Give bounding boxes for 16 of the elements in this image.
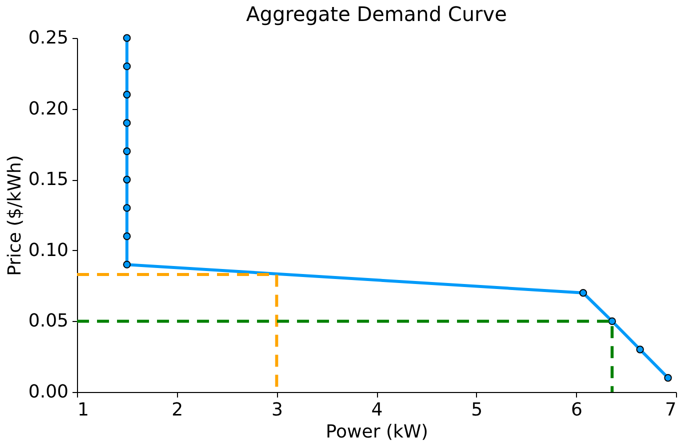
y-axis-title: Price ($/kWh) xyxy=(4,155,26,276)
y-tick-label: 0.25 xyxy=(28,28,68,48)
x-axis-title: Power (kW) xyxy=(326,422,428,442)
x-tick-label: 4 xyxy=(371,400,383,420)
x-tick-label: 6 xyxy=(570,400,582,420)
y-tick-label: 0.10 xyxy=(28,240,68,261)
x-tick-label: 3 xyxy=(271,400,283,420)
x-tick-label: 5 xyxy=(471,400,483,420)
y-tick-label: 0.20 xyxy=(28,98,68,120)
y-tick-label: 0.00 xyxy=(28,382,68,402)
x-tick-label: 2 xyxy=(172,400,184,420)
y-tick-label: 0.05 xyxy=(28,310,68,332)
x-tick-label: 1 xyxy=(78,400,89,420)
y-tick-label: 0.15 xyxy=(28,169,68,190)
chart-title: Aggregate Demand Curve xyxy=(246,2,507,26)
x-tick-label: 7 xyxy=(665,400,676,420)
